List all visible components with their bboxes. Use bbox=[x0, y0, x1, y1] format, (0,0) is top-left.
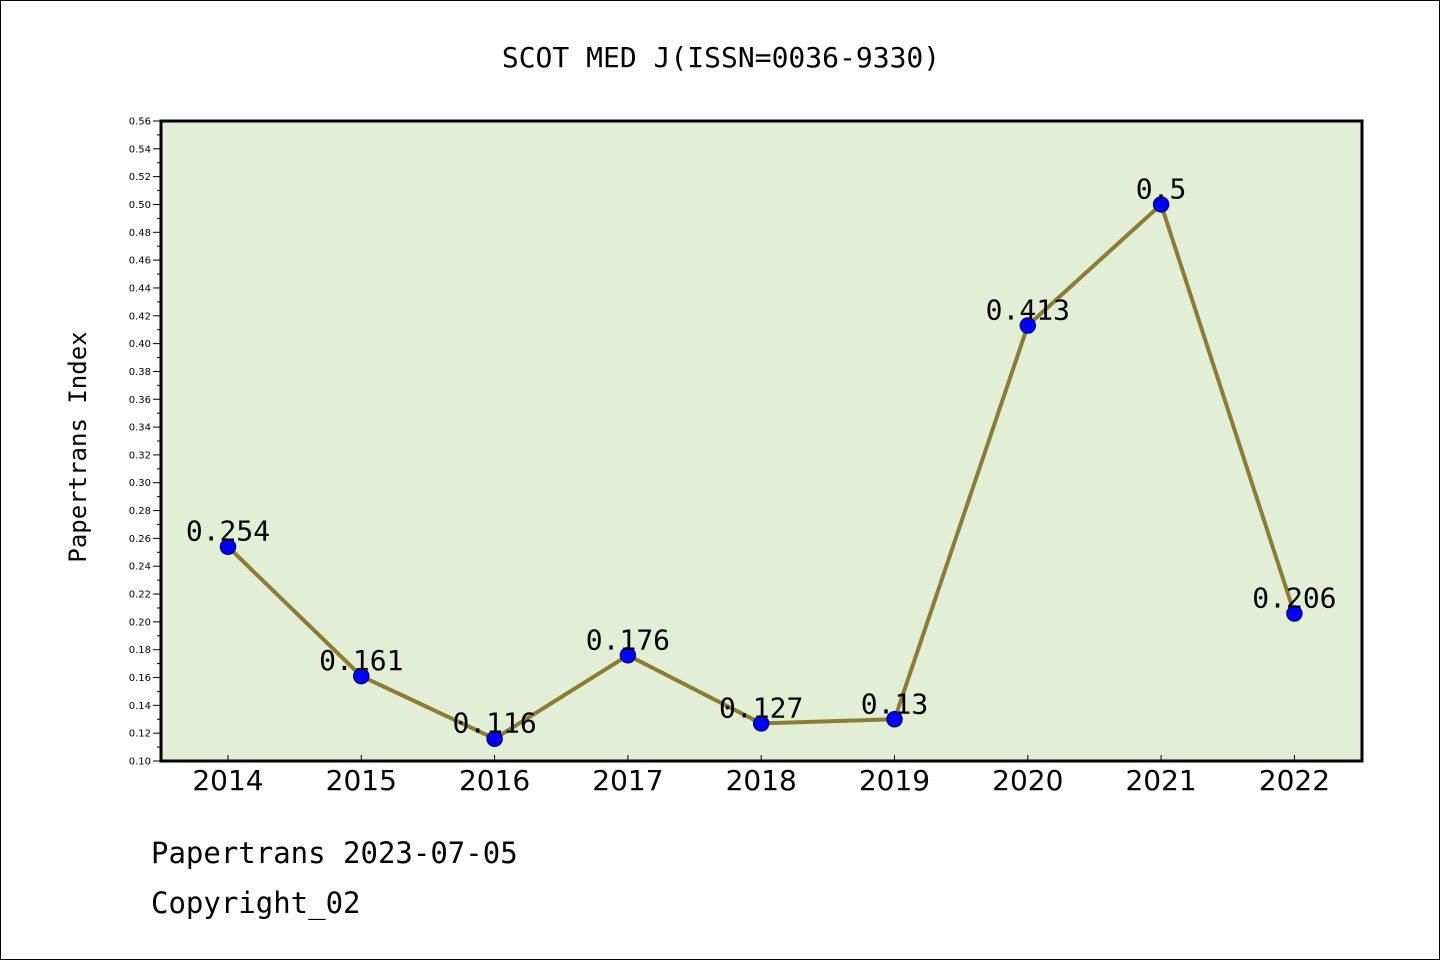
x-tick-label: 2016 bbox=[459, 764, 530, 797]
y-tick-label: 0.10 bbox=[129, 757, 151, 768]
y-tick-label: 0.34 bbox=[129, 423, 151, 434]
data-point-2015 bbox=[353, 667, 370, 685]
y-tick-label: 0.52 bbox=[129, 172, 151, 183]
data-point-2020 bbox=[1019, 317, 1037, 334]
x-axis: 2014 2015 2016 2017 2018 2019 2020 2021 2022 bbox=[192, 755, 1330, 797]
data-points bbox=[219, 196, 1303, 747]
data-label-2019: 0.13 bbox=[861, 687, 928, 720]
footer-copyright: Copyright_02 bbox=[151, 886, 361, 920]
y-tick-label: 0.56 bbox=[129, 117, 151, 128]
y-tick-label: 0.18 bbox=[129, 645, 151, 656]
data-point-2017 bbox=[619, 647, 637, 664]
data-point-2022 bbox=[1286, 605, 1303, 622]
y-tick-label: 0.30 bbox=[129, 478, 151, 489]
chart-title: SCOT MED J(ISSN=0036-9330) bbox=[502, 41, 940, 74]
y-tick-label: 0.36 bbox=[129, 395, 151, 406]
data-label-2014: 0.254 bbox=[186, 515, 270, 548]
x-tick-label: 2022 bbox=[1259, 764, 1330, 797]
y-tick-label: 0.24 bbox=[129, 562, 151, 573]
data-label-2022: 0.206 bbox=[1252, 582, 1336, 615]
data-label-2021: 0.5 bbox=[1136, 172, 1187, 205]
data-point-2019 bbox=[886, 711, 903, 728]
y-tick-label: 0.54 bbox=[129, 144, 151, 155]
data-point-2014 bbox=[219, 538, 237, 555]
x-tick-label: 2015 bbox=[326, 764, 397, 797]
data-label-2020: 0.413 bbox=[986, 294, 1070, 327]
data-label-2018: 0.127 bbox=[719, 691, 803, 724]
y-axis-label: Papertrans Index bbox=[64, 331, 92, 562]
data-labels: 0.254 0.161 0.116 0.176 0.127 0.13 0.413 0.5 0.2… bbox=[186, 172, 1337, 739]
y-tick-label: 0.40 bbox=[129, 339, 151, 350]
data-point-2021 bbox=[1152, 196, 1170, 213]
data-label-2015: 0.161 bbox=[319, 644, 403, 677]
footer-date: Papertrans 2023-07-05 bbox=[151, 836, 518, 870]
plot-frame bbox=[159, 119, 1364, 763]
y-tick-label: 0.38 bbox=[129, 367, 151, 378]
x-tick-label: 2014 bbox=[192, 764, 263, 797]
y-tick-label: 0.48 bbox=[129, 228, 151, 239]
x-tick-label: 2018 bbox=[726, 764, 797, 797]
x-tick-label: 2017 bbox=[592, 764, 663, 797]
y-tick-label: 0.20 bbox=[129, 617, 151, 628]
data-point-2018 bbox=[752, 715, 770, 732]
y-tick-label: 0.44 bbox=[129, 283, 151, 294]
y-tick-label: 0.14 bbox=[129, 701, 151, 712]
y-tick-label: 0.46 bbox=[129, 256, 151, 267]
y-axis: 0.10 0.12 0.14 0.16 0.18 0.20 0.22 0.24 0.26 0.28… bbox=[129, 117, 161, 768]
x-tick-label: 2020 bbox=[992, 764, 1063, 797]
data-point-2016 bbox=[486, 730, 503, 747]
data-label-2016: 0.116 bbox=[452, 707, 536, 740]
x-tick-label: 2021 bbox=[1125, 764, 1196, 797]
y-tick-label: 0.28 bbox=[129, 506, 151, 517]
plot-area bbox=[161, 121, 1362, 761]
y-tick-label: 0.22 bbox=[129, 590, 151, 601]
y-tick-label: 0.26 bbox=[129, 534, 151, 545]
y-tick-label: 0.32 bbox=[129, 450, 151, 461]
y-tick-label: 0.12 bbox=[129, 729, 151, 740]
y-tick-label: 0.42 bbox=[129, 311, 151, 322]
x-tick-label: 2019 bbox=[859, 764, 930, 797]
data-label-2017: 0.176 bbox=[586, 623, 670, 656]
y-tick-label: 0.50 bbox=[129, 200, 151, 211]
y-tick-label: 0.16 bbox=[129, 673, 151, 684]
